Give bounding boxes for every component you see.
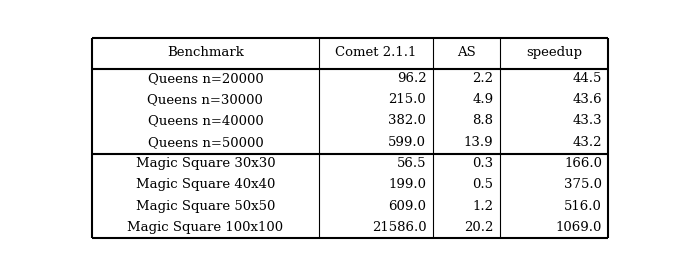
Text: 599.0: 599.0 — [389, 136, 426, 149]
Text: Magic Square 30x30: Magic Square 30x30 — [135, 157, 275, 170]
Text: Magic Square 40x40: Magic Square 40x40 — [136, 178, 275, 191]
Text: AS: AS — [457, 46, 475, 59]
Text: Magic Square 50x50: Magic Square 50x50 — [136, 200, 275, 213]
Text: Queens n=20000: Queens n=20000 — [148, 72, 263, 85]
Text: Queens n=40000: Queens n=40000 — [148, 115, 263, 127]
Text: 375.0: 375.0 — [564, 178, 602, 191]
Text: 215.0: 215.0 — [389, 93, 426, 106]
Text: 516.0: 516.0 — [564, 200, 602, 213]
Text: 43.3: 43.3 — [572, 115, 602, 127]
Text: 56.5: 56.5 — [397, 157, 426, 170]
Text: 0.5: 0.5 — [473, 178, 494, 191]
Text: Queens n=50000: Queens n=50000 — [148, 136, 263, 149]
Text: 609.0: 609.0 — [389, 200, 426, 213]
Text: 4.9: 4.9 — [473, 93, 494, 106]
Text: 20.2: 20.2 — [464, 221, 494, 234]
Text: 44.5: 44.5 — [572, 72, 602, 85]
Text: 166.0: 166.0 — [564, 157, 602, 170]
Text: 0.3: 0.3 — [473, 157, 494, 170]
Text: 96.2: 96.2 — [397, 72, 426, 85]
Text: Comet 2.1.1: Comet 2.1.1 — [335, 46, 417, 59]
Text: 21586.0: 21586.0 — [372, 221, 426, 234]
Text: 1069.0: 1069.0 — [556, 221, 602, 234]
Text: Queens n=30000: Queens n=30000 — [148, 93, 264, 106]
Text: Benchmark: Benchmark — [167, 46, 244, 59]
Text: 1.2: 1.2 — [473, 200, 494, 213]
Text: Magic Square 100x100: Magic Square 100x100 — [127, 221, 283, 234]
Text: 43.2: 43.2 — [572, 136, 602, 149]
Text: 13.9: 13.9 — [464, 136, 494, 149]
Text: 2.2: 2.2 — [473, 72, 494, 85]
Text: 43.6: 43.6 — [572, 93, 602, 106]
Text: 8.8: 8.8 — [473, 115, 494, 127]
Text: speedup: speedup — [526, 46, 582, 59]
Text: 199.0: 199.0 — [389, 178, 426, 191]
Text: 382.0: 382.0 — [389, 115, 426, 127]
